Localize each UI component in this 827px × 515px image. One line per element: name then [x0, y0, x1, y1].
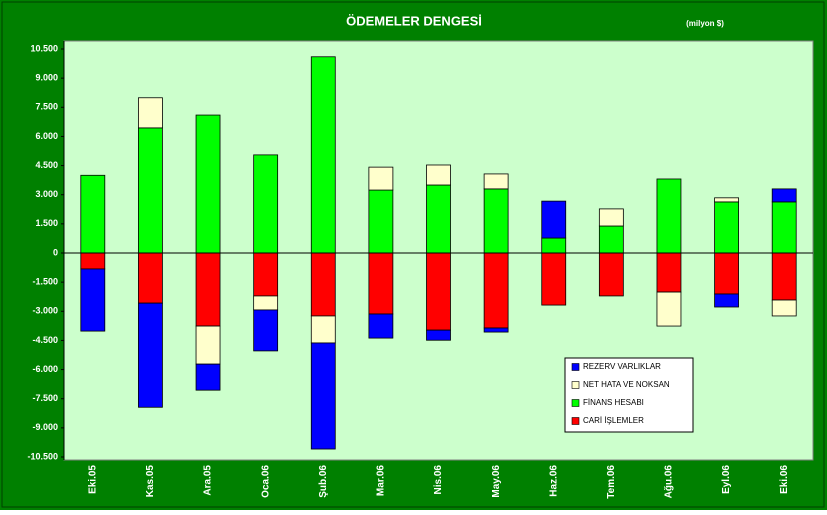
y-tick-label: 6.000 — [35, 131, 58, 141]
bar-segment — [714, 252, 739, 295]
y-tick-label: 4.500 — [35, 160, 58, 170]
bar-segment — [138, 302, 163, 408]
x-tick-label: Tem.06 — [606, 465, 617, 499]
bar-segment — [195, 325, 221, 365]
bar-segment — [771, 188, 797, 203]
bar-segment — [771, 252, 797, 301]
x-tick-label: Ara.05 — [203, 465, 214, 496]
legend-swatch — [571, 381, 580, 389]
y-tick-label: 7.500 — [35, 102, 58, 112]
bar-segment — [598, 252, 624, 297]
y-tick-label: -1.500 — [32, 277, 58, 287]
bar-segment — [714, 293, 739, 308]
y-tick-label: 3.000 — [35, 189, 58, 199]
bar-segment — [80, 174, 106, 254]
bar-segment — [483, 327, 509, 333]
legend-label: NET HATA VE NOKSAN — [583, 380, 670, 389]
bar-segment — [138, 252, 163, 304]
bar-segment — [598, 225, 624, 254]
bar-segment — [253, 252, 279, 297]
bar-segment — [426, 329, 451, 341]
legend — [564, 357, 694, 433]
y-tick-label: -6.000 — [32, 364, 58, 374]
bar-segment — [541, 237, 567, 254]
bar-segment — [195, 252, 221, 327]
x-tick-label: Eki.05 — [87, 465, 98, 494]
bar-segment — [541, 252, 567, 306]
y-tick-label: -9.000 — [32, 422, 58, 432]
bar-segment — [426, 184, 451, 254]
x-tick-label: Oca.06 — [260, 465, 271, 498]
bar-segment — [714, 201, 739, 254]
y-tick-label: 1.500 — [35, 218, 58, 228]
bar-segment — [598, 208, 624, 227]
y-tick-label: -4.500 — [32, 335, 58, 345]
y-tick-label: 0 — [53, 247, 58, 257]
bar-segment — [656, 178, 682, 254]
bar-segment — [483, 252, 509, 329]
x-tick-label: May.06 — [491, 465, 502, 498]
legend-swatch — [571, 417, 580, 425]
bar-segment — [368, 166, 394, 191]
bar-segment — [138, 127, 163, 254]
x-tick-label: Ağu.06 — [664, 465, 675, 499]
legend-label: REZERV VARLIKLAR — [583, 362, 661, 371]
bar-segment — [195, 363, 221, 391]
x-tick-label: Eki.06 — [779, 465, 790, 494]
legend-swatch — [571, 399, 580, 407]
bar-segment — [714, 197, 739, 203]
bar-segment — [253, 295, 279, 311]
x-tick-label: Nis.06 — [433, 465, 444, 495]
bar-segment — [310, 342, 336, 450]
x-tick-label: Eyl.06 — [721, 465, 732, 494]
bar-segment — [368, 189, 394, 254]
bar-segment — [483, 173, 509, 190]
x-tick-label: Şub.06 — [318, 465, 329, 498]
legend-label: CARİ İŞLEMLER — [583, 416, 644, 425]
bar-segment — [656, 252, 682, 293]
y-tick-label: -10.500 — [27, 451, 58, 461]
bar-segment — [483, 188, 509, 254]
x-tick-label: Haz.06 — [548, 465, 559, 497]
bar-segment — [195, 114, 221, 254]
bar-segment — [368, 313, 394, 339]
bar-segment — [253, 309, 279, 352]
legend-swatch — [571, 363, 580, 371]
x-tick-label: Mar.06 — [376, 465, 387, 497]
x-tick-label: Kas.05 — [145, 465, 156, 498]
bar-segment — [310, 315, 336, 344]
chart-subtitle: (milyon $) — [686, 19, 724, 28]
bar-segment — [310, 56, 336, 254]
bar-segment — [656, 291, 682, 327]
bar-segment — [771, 299, 797, 317]
y-tick-label: 9.000 — [35, 73, 58, 83]
bar-segment — [541, 200, 567, 239]
bar-segment — [426, 252, 451, 331]
legend-label: FİNANS HESABI — [583, 398, 644, 407]
bar-segment — [253, 154, 279, 254]
bar-segment — [426, 164, 451, 186]
bar-segment — [80, 268, 106, 332]
bar-segment — [771, 201, 797, 254]
bar-segment — [80, 252, 106, 270]
y-tick-label: -3.000 — [32, 306, 58, 316]
bar-segment — [368, 252, 394, 315]
bar-segment — [310, 252, 336, 317]
bar-segment — [138, 97, 163, 129]
chart-title: ÖDEMELER DENGESİ — [346, 13, 482, 28]
y-tick-label: 10.500 — [30, 43, 58, 53]
y-tick-label: -7.500 — [32, 393, 58, 403]
